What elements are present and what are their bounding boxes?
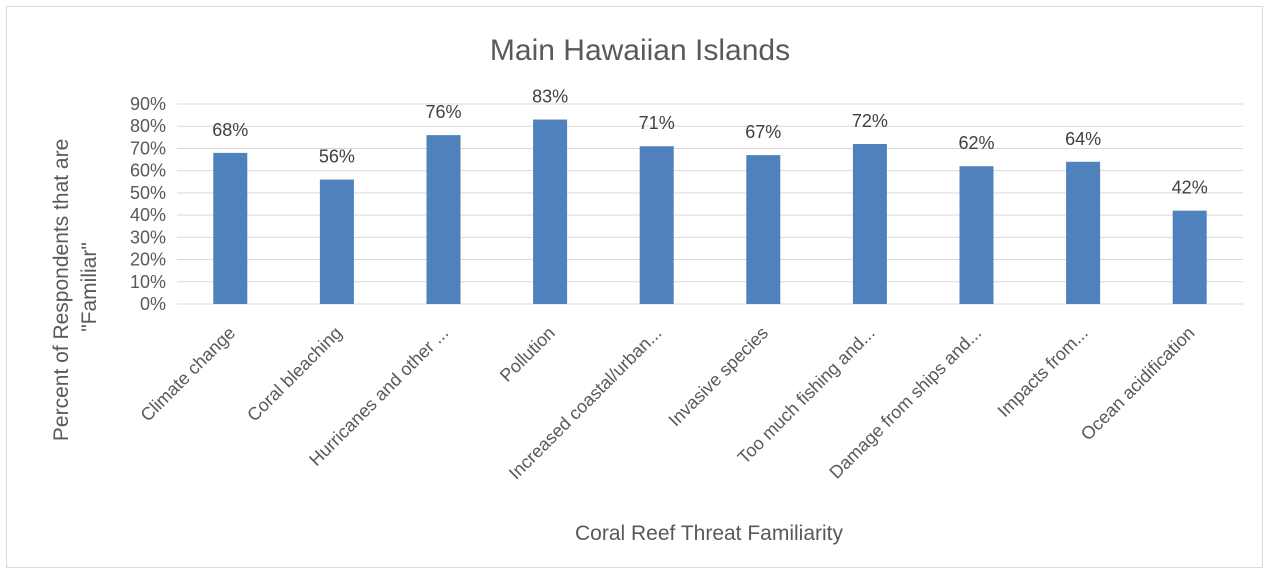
chart-title: Main Hawaiian Islands: [490, 34, 790, 67]
data-labels: 68% 56% 76% 83% 71% 67% 72% 62% 64% 42%: [212, 87, 1207, 198]
bar: [959, 166, 994, 304]
bar: [319, 179, 354, 304]
data-label: 76%: [425, 102, 461, 122]
y-axis-title-line-2: "Familiar": [78, 242, 101, 332]
y-tick-label: 0%: [140, 294, 166, 314]
y-tick-label: 70%: [130, 138, 166, 158]
bar: [533, 119, 568, 304]
bars: [213, 119, 1207, 304]
data-label: 83%: [532, 87, 568, 107]
data-label: 68%: [212, 120, 248, 140]
bar: [852, 144, 887, 304]
x-axis-title: Coral Reef Threat Familiarity: [575, 522, 844, 545]
bar: [1066, 161, 1101, 304]
y-tick-label: 20%: [130, 250, 166, 270]
bar: [213, 152, 248, 304]
y-tick-label: 90%: [130, 94, 166, 114]
y-axis-title: Percent of Respondents that are "Familia…: [50, 133, 101, 441]
bar: [1172, 210, 1207, 304]
category-label: Climate change: [137, 323, 240, 426]
y-tick-label: 40%: [130, 205, 166, 225]
y-axis-title-line-1: Percent of Respondents that are: [50, 139, 73, 441]
bar: [426, 135, 461, 304]
category-label: Impacts from...: [994, 323, 1092, 421]
data-label: 71%: [639, 113, 675, 133]
data-label: 64%: [1065, 129, 1101, 149]
category-labels: Climate change Coral bleachingHurricanes …: [137, 323, 1199, 484]
y-tick-label: 50%: [130, 183, 166, 203]
category-label: Coral bleaching: [243, 323, 346, 426]
y-tick-label: 80%: [130, 116, 166, 136]
y-tick-label: 10%: [130, 272, 166, 292]
data-label: 56%: [319, 147, 355, 167]
bar: [639, 146, 674, 304]
y-tick-label: 60%: [130, 161, 166, 181]
y-axis-ticks: 0%10%20% 30%40%50%60% 70%80%90%: [130, 94, 166, 314]
bar: [746, 155, 781, 304]
category-label: Pollution: [496, 323, 559, 386]
data-label: 62%: [958, 133, 994, 153]
y-tick-label: 30%: [130, 227, 166, 247]
data-label: 72%: [852, 111, 888, 131]
data-label: 67%: [745, 122, 781, 142]
gridlines: [177, 103, 1243, 305]
category-label: Ocean acidification: [1077, 323, 1199, 445]
category-label: Invasive species: [665, 323, 773, 431]
data-label: 42%: [1172, 178, 1208, 198]
